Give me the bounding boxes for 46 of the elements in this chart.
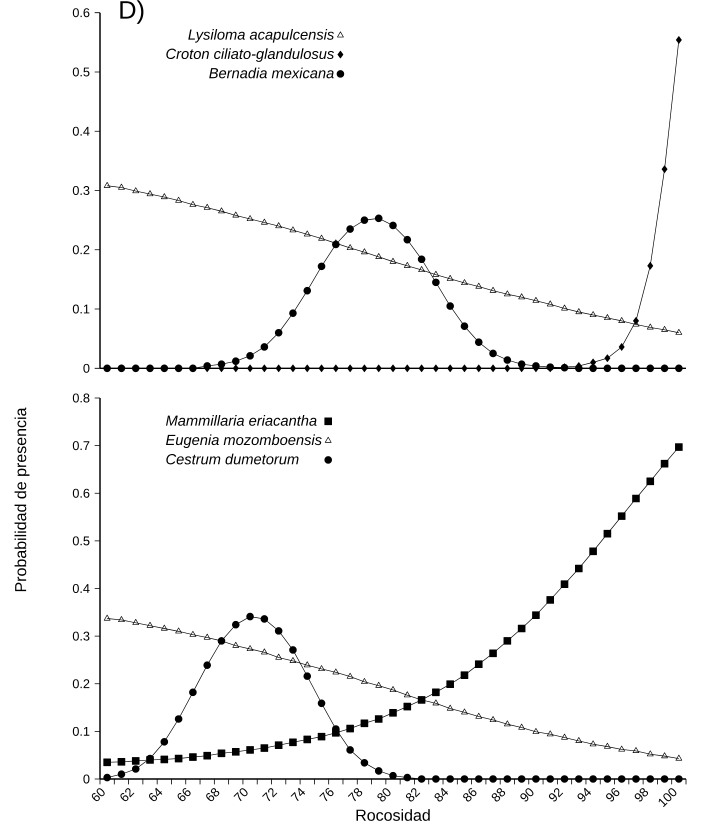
y-tick-label: 0.4 bbox=[72, 584, 90, 593]
x-tick-label: 76 bbox=[319, 788, 334, 802]
y-tick-label: 0.6 bbox=[72, 8, 90, 18]
x-tick-label: 62 bbox=[120, 788, 134, 802]
y-tick-label: 0.5 bbox=[72, 67, 90, 76]
x-tick-label: 86 bbox=[463, 788, 476, 802]
x-tick-label: 92 bbox=[548, 788, 564, 802]
y-tick-label: 0 bbox=[83, 364, 90, 373]
x-axis-title: Rocosidad bbox=[356, 809, 430, 821]
y-axis-title: Probabilidad de presencia bbox=[14, 408, 30, 592]
y-tick-label: 0.3 bbox=[72, 632, 90, 641]
x-tick-label: 68 bbox=[206, 788, 220, 802]
y-tick-label: 0.7 bbox=[72, 441, 90, 450]
x-tick-label: 74 bbox=[290, 788, 306, 802]
x-tick-label: 96 bbox=[606, 788, 620, 802]
x-tick-label: 94 bbox=[578, 788, 592, 802]
y-tick-label: 0.8 bbox=[72, 394, 90, 402]
legend-label: Lysiloma acapulcensis bbox=[188, 28, 334, 43]
x-tick-label: 64 bbox=[149, 788, 162, 802]
x-tick-label: 80 bbox=[377, 788, 391, 802]
x-tick-label: 90 bbox=[520, 788, 534, 802]
x-tick-label: 100 bbox=[658, 788, 676, 808]
legend-label: Bernadia mexicana bbox=[209, 68, 334, 78]
legend-label: Croton ciliato-glandulosus bbox=[166, 48, 334, 62]
y-tick-label: 0.3 bbox=[72, 186, 90, 195]
y-tick-label: 0 bbox=[83, 774, 90, 784]
x-tick-label: 82 bbox=[406, 788, 420, 802]
y-tick-label: 0.6 bbox=[72, 488, 90, 498]
legend-label: Eugenia mozomboensis bbox=[166, 434, 322, 448]
y-tick-label: 0.5 bbox=[72, 536, 90, 546]
chart-title: D) bbox=[120, 0, 144, 24]
x-tick-label: 84 bbox=[434, 788, 448, 802]
x-tick-label: 72 bbox=[262, 788, 278, 802]
y-tick-label: 0.1 bbox=[72, 304, 90, 314]
y-tick-label: 0.2 bbox=[72, 245, 90, 254]
legend-label: Cestrum dumetorum bbox=[166, 454, 298, 464]
y-tick-label: 0.2 bbox=[72, 679, 90, 688]
x-tick-label: 70 bbox=[234, 788, 248, 802]
y-tick-label: 0.4 bbox=[72, 126, 90, 136]
x-tick-label: 60 bbox=[92, 788, 105, 802]
x-tick-label: 78 bbox=[348, 788, 362, 802]
y-tick-label: 0.1 bbox=[72, 726, 90, 736]
x-tick-label: 88 bbox=[492, 788, 506, 802]
x-tick-label: 66 bbox=[178, 788, 191, 802]
legend-label: Mammillaria eriacantha bbox=[166, 415, 317, 426]
x-tick-label: 98 bbox=[634, 788, 648, 802]
